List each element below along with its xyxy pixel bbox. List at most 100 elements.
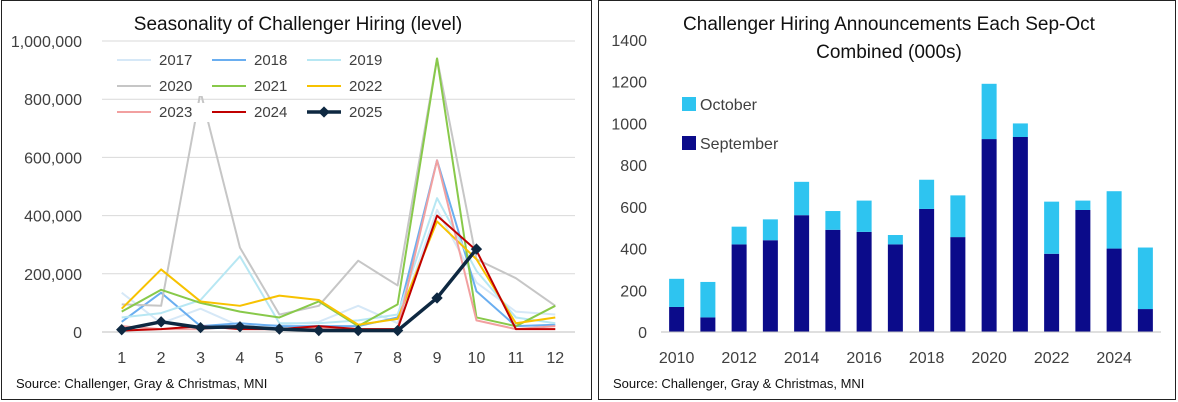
- x-tick-label: 8: [393, 350, 402, 367]
- series-marker-2025: [273, 323, 286, 335]
- x-tick-label: 2: [157, 350, 166, 367]
- bar-october-2015: [825, 211, 841, 230]
- bar-september-2020: [981, 139, 997, 332]
- series-marker-2025: [313, 324, 325, 337]
- legend-swatch-september: [682, 136, 696, 150]
- legend-entry-bg: [113, 51, 213, 70]
- legend-entry-bg: [303, 77, 403, 96]
- x-tick-label: 1: [117, 350, 126, 367]
- bar-october-2022: [1044, 201, 1060, 254]
- series-line-2025: [121, 247, 478, 333]
- y-tick-label: 200,000: [24, 267, 82, 284]
- bar-october-2024: [1106, 191, 1122, 249]
- legend-entry-bg: [303, 51, 403, 70]
- series-line-2019: [121, 197, 556, 325]
- legend-entry-bg: [208, 51, 308, 70]
- bar-october-2013: [762, 219, 778, 241]
- series-marker-2025: [352, 324, 364, 337]
- x-tick-label: 2010: [659, 350, 695, 367]
- bar-october-2016: [856, 200, 872, 232]
- series-marker-2025: [194, 321, 207, 334]
- legend-label-2022: 2022: [349, 78, 382, 95]
- sep-oct-stacked-bar-chart: Challenger Hiring Announcements Each Sep…: [611, 14, 1161, 367]
- legend-entry-bg: [113, 103, 213, 122]
- y-tick-label: 200: [620, 283, 647, 300]
- x-tick-label: 6: [314, 350, 323, 367]
- y-tick-label: 0: [73, 325, 82, 342]
- bar-september-2014: [794, 215, 810, 332]
- bar-october-2010: [669, 278, 685, 307]
- y-tick-label: 800,000: [24, 92, 82, 109]
- seasonality-line-chart: Seasonality of Challenger Hiring (level)…: [11, 14, 575, 367]
- bar-october-2017: [887, 235, 903, 245]
- x-tick-label: 9: [433, 350, 442, 367]
- x-tick-label: 2020: [971, 350, 1007, 367]
- series-marker-2025: [155, 316, 167, 328]
- y-tick-label: 0: [638, 325, 647, 342]
- y-tick-label: 400,000: [24, 209, 82, 226]
- legend-entry-bg: [303, 103, 403, 122]
- y-tick-label: 800: [620, 158, 647, 175]
- series-marker-2025: [234, 321, 246, 333]
- series-marker-2025: [391, 324, 404, 337]
- x-tick-label: 2014: [784, 350, 820, 367]
- legend-label-september: September: [700, 136, 779, 153]
- x-tick-label: 2022: [1034, 350, 1070, 367]
- bar-october-2021: [1012, 123, 1028, 137]
- series-marker-2025: [431, 292, 443, 304]
- series-line-2017: [121, 208, 556, 328]
- x-tick-label: 12: [546, 350, 564, 367]
- y-tick-label: 1400: [611, 33, 647, 50]
- legend-label-2024: 2024: [254, 104, 287, 121]
- x-tick-label: 3: [196, 350, 205, 367]
- chart-title: Challenger Hiring Announcements Each Sep…: [683, 14, 1096, 35]
- legend-label-2017: 2017: [159, 52, 192, 69]
- legend-label-2019: 2019: [349, 52, 382, 69]
- y-tick-label: 1200: [611, 75, 647, 92]
- legend-entry-bg: [208, 77, 308, 96]
- series-line-2022: [121, 220, 556, 326]
- bar-september-2023: [1075, 209, 1091, 332]
- bar-september-2010: [669, 306, 685, 332]
- bar-september-2021: [1012, 136, 1028, 332]
- series-line-2018: [121, 159, 556, 328]
- legend-entry-bg: [113, 77, 213, 96]
- x-tick-label: 2012: [721, 350, 757, 367]
- legend-label-2025: 2025: [349, 104, 382, 121]
- y-tick-label: 1,000,000: [11, 34, 82, 51]
- bar-september-2012: [731, 244, 747, 332]
- chart-subtitle: Combined (000s): [816, 42, 962, 63]
- right-source-note: Source: Challenger, Gray & Christmas, MN…: [613, 376, 865, 391]
- bar-september-2016: [856, 231, 872, 332]
- bar-september-2013: [762, 240, 778, 332]
- y-tick-label: 400: [620, 242, 647, 259]
- x-tick-label: 11: [508, 350, 525, 367]
- bar-october-2019: [950, 195, 966, 238]
- legend-label-2021: 2021: [254, 78, 287, 95]
- legend-label-2023: 2023: [159, 104, 192, 121]
- y-tick-label: 600,000: [24, 150, 82, 167]
- bar-september-2011: [700, 317, 716, 332]
- legend-label-october: October: [700, 97, 758, 114]
- bar-september-2025: [1137, 309, 1153, 332]
- y-tick-label: 1000: [611, 116, 647, 133]
- bar-october-2011: [700, 281, 716, 318]
- x-tick-label: 5: [275, 350, 284, 367]
- bar-september-2017: [887, 244, 903, 332]
- legend-entry-bg: [208, 103, 308, 122]
- bar-september-2024: [1106, 248, 1122, 332]
- x-tick-label: 4: [236, 350, 245, 367]
- bar-october-2012: [731, 226, 747, 245]
- bar-october-2018: [919, 179, 935, 209]
- legend-label-2020: 2020: [159, 78, 192, 95]
- x-tick-label: 10: [468, 350, 486, 367]
- legend-label-2018: 2018: [254, 52, 287, 69]
- x-tick-label: 2024: [1096, 350, 1132, 367]
- series-marker-2025: [470, 243, 483, 255]
- legend-swatch-october: [682, 97, 696, 111]
- bar-september-2022: [1044, 253, 1060, 332]
- bar-september-2019: [950, 237, 966, 332]
- bar-october-2025: [1137, 247, 1153, 310]
- left-source-note: Source: Challenger, Gray & Christmas, MN…: [16, 376, 268, 391]
- bar-october-2023: [1075, 200, 1091, 210]
